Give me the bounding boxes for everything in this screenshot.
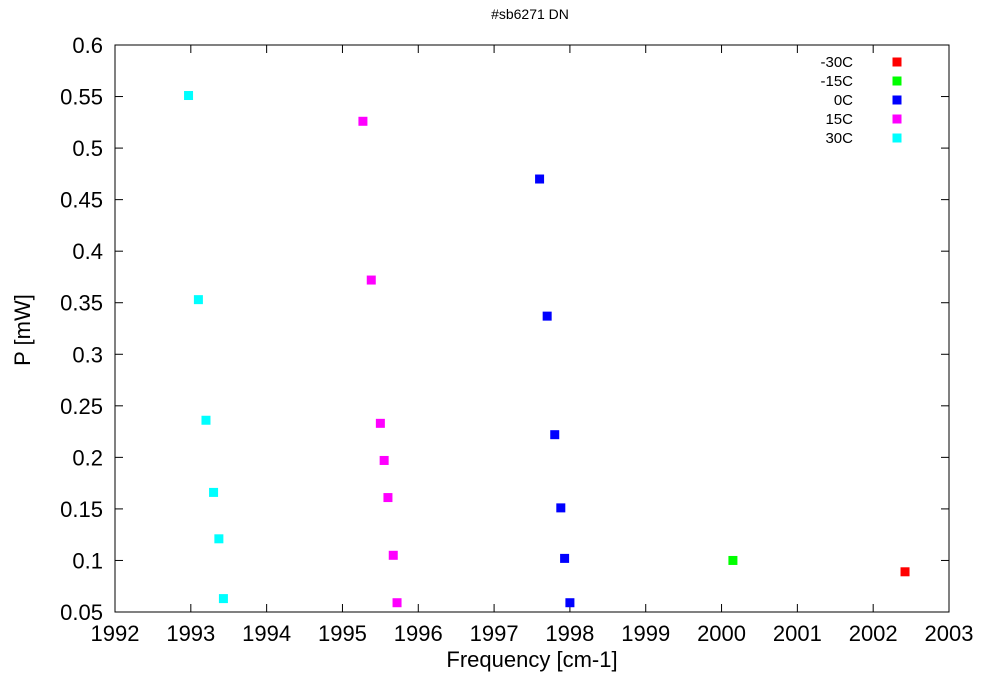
- y-axis: 0.05 0.1 0.15 0.2 0.25 0.3 0.35 0.4 0.45 0.5 0.55 0…: [60, 33, 949, 625]
- y-tick-label: 0.05: [60, 600, 103, 625]
- y-tick-label: 0.1: [72, 548, 103, 573]
- data-point: [375, 418, 385, 428]
- y-tick-label: 0.15: [60, 497, 103, 522]
- x-tick-label: 1996: [394, 621, 443, 646]
- legend-label: 15C: [825, 111, 853, 128]
- x-tick-label: 2001: [773, 621, 822, 646]
- x-tick-label: 2002: [849, 621, 898, 646]
- x-tick-label: 1992: [91, 621, 140, 646]
- data-point: [209, 487, 219, 497]
- legend-marker: [892, 133, 902, 143]
- y-tick-label: 0.55: [60, 85, 103, 110]
- x-tick-label: 1998: [545, 621, 594, 646]
- y-tick-label: 0.4: [72, 239, 103, 264]
- x-tick-label: 2000: [697, 621, 746, 646]
- data-point: [550, 430, 560, 440]
- x-tick-label: 2003: [925, 621, 974, 646]
- data-point: [366, 275, 376, 285]
- data-points: [184, 91, 910, 608]
- legend: -30C -15C 0C 15C 30C: [820, 54, 902, 147]
- data-point: [560, 553, 570, 563]
- legend-marker: [892, 76, 902, 86]
- y-tick-label: 0.5: [72, 136, 103, 161]
- y-tick-label: 0.2: [72, 445, 103, 470]
- data-point: [556, 503, 566, 513]
- data-point: [388, 550, 398, 560]
- data-point: [900, 567, 910, 577]
- y-tick-label: 0.45: [60, 188, 103, 213]
- x-tick-label: 1995: [318, 621, 367, 646]
- y-tick-label: 0.25: [60, 394, 103, 419]
- data-point: [535, 174, 545, 184]
- x-tick-label: 1993: [166, 621, 215, 646]
- x-axis: 1992 1993 1994 1995 1996 1997 1998 1999 2000 2001…: [91, 45, 974, 646]
- y-axis-title: P [mW]: [10, 294, 35, 366]
- data-point: [201, 415, 211, 425]
- data-point: [214, 534, 224, 544]
- legend-marker: [892, 114, 902, 124]
- data-point: [193, 295, 203, 305]
- plot-frame: [114, 44, 950, 613]
- data-point: [542, 311, 552, 321]
- legend-label: -15C: [820, 73, 853, 90]
- x-axis-title: Frequency [cm-1]: [446, 647, 617, 672]
- legend-marker: [892, 57, 902, 67]
- legend-label: 0C: [834, 92, 853, 109]
- data-point: [358, 116, 368, 126]
- legend-label: 30C: [825, 130, 853, 147]
- y-tick-label: 0.6: [72, 33, 103, 58]
- data-point: [565, 598, 575, 608]
- x-tick-label: 1994: [242, 621, 291, 646]
- x-tick-label: 1999: [621, 621, 670, 646]
- y-tick-label: 0.3: [72, 342, 103, 367]
- chart-title: #sb6271 DN: [491, 6, 569, 22]
- legend-label: -30C: [820, 54, 853, 71]
- y-tick-label: 0.35: [60, 291, 103, 316]
- data-point: [184, 91, 194, 101]
- legend-marker: [892, 95, 902, 105]
- x-tick-label: 1997: [470, 621, 519, 646]
- data-point: [379, 455, 389, 465]
- data-point: [728, 555, 738, 565]
- data-point: [218, 594, 228, 604]
- data-point: [392, 598, 402, 608]
- data-point: [383, 493, 393, 503]
